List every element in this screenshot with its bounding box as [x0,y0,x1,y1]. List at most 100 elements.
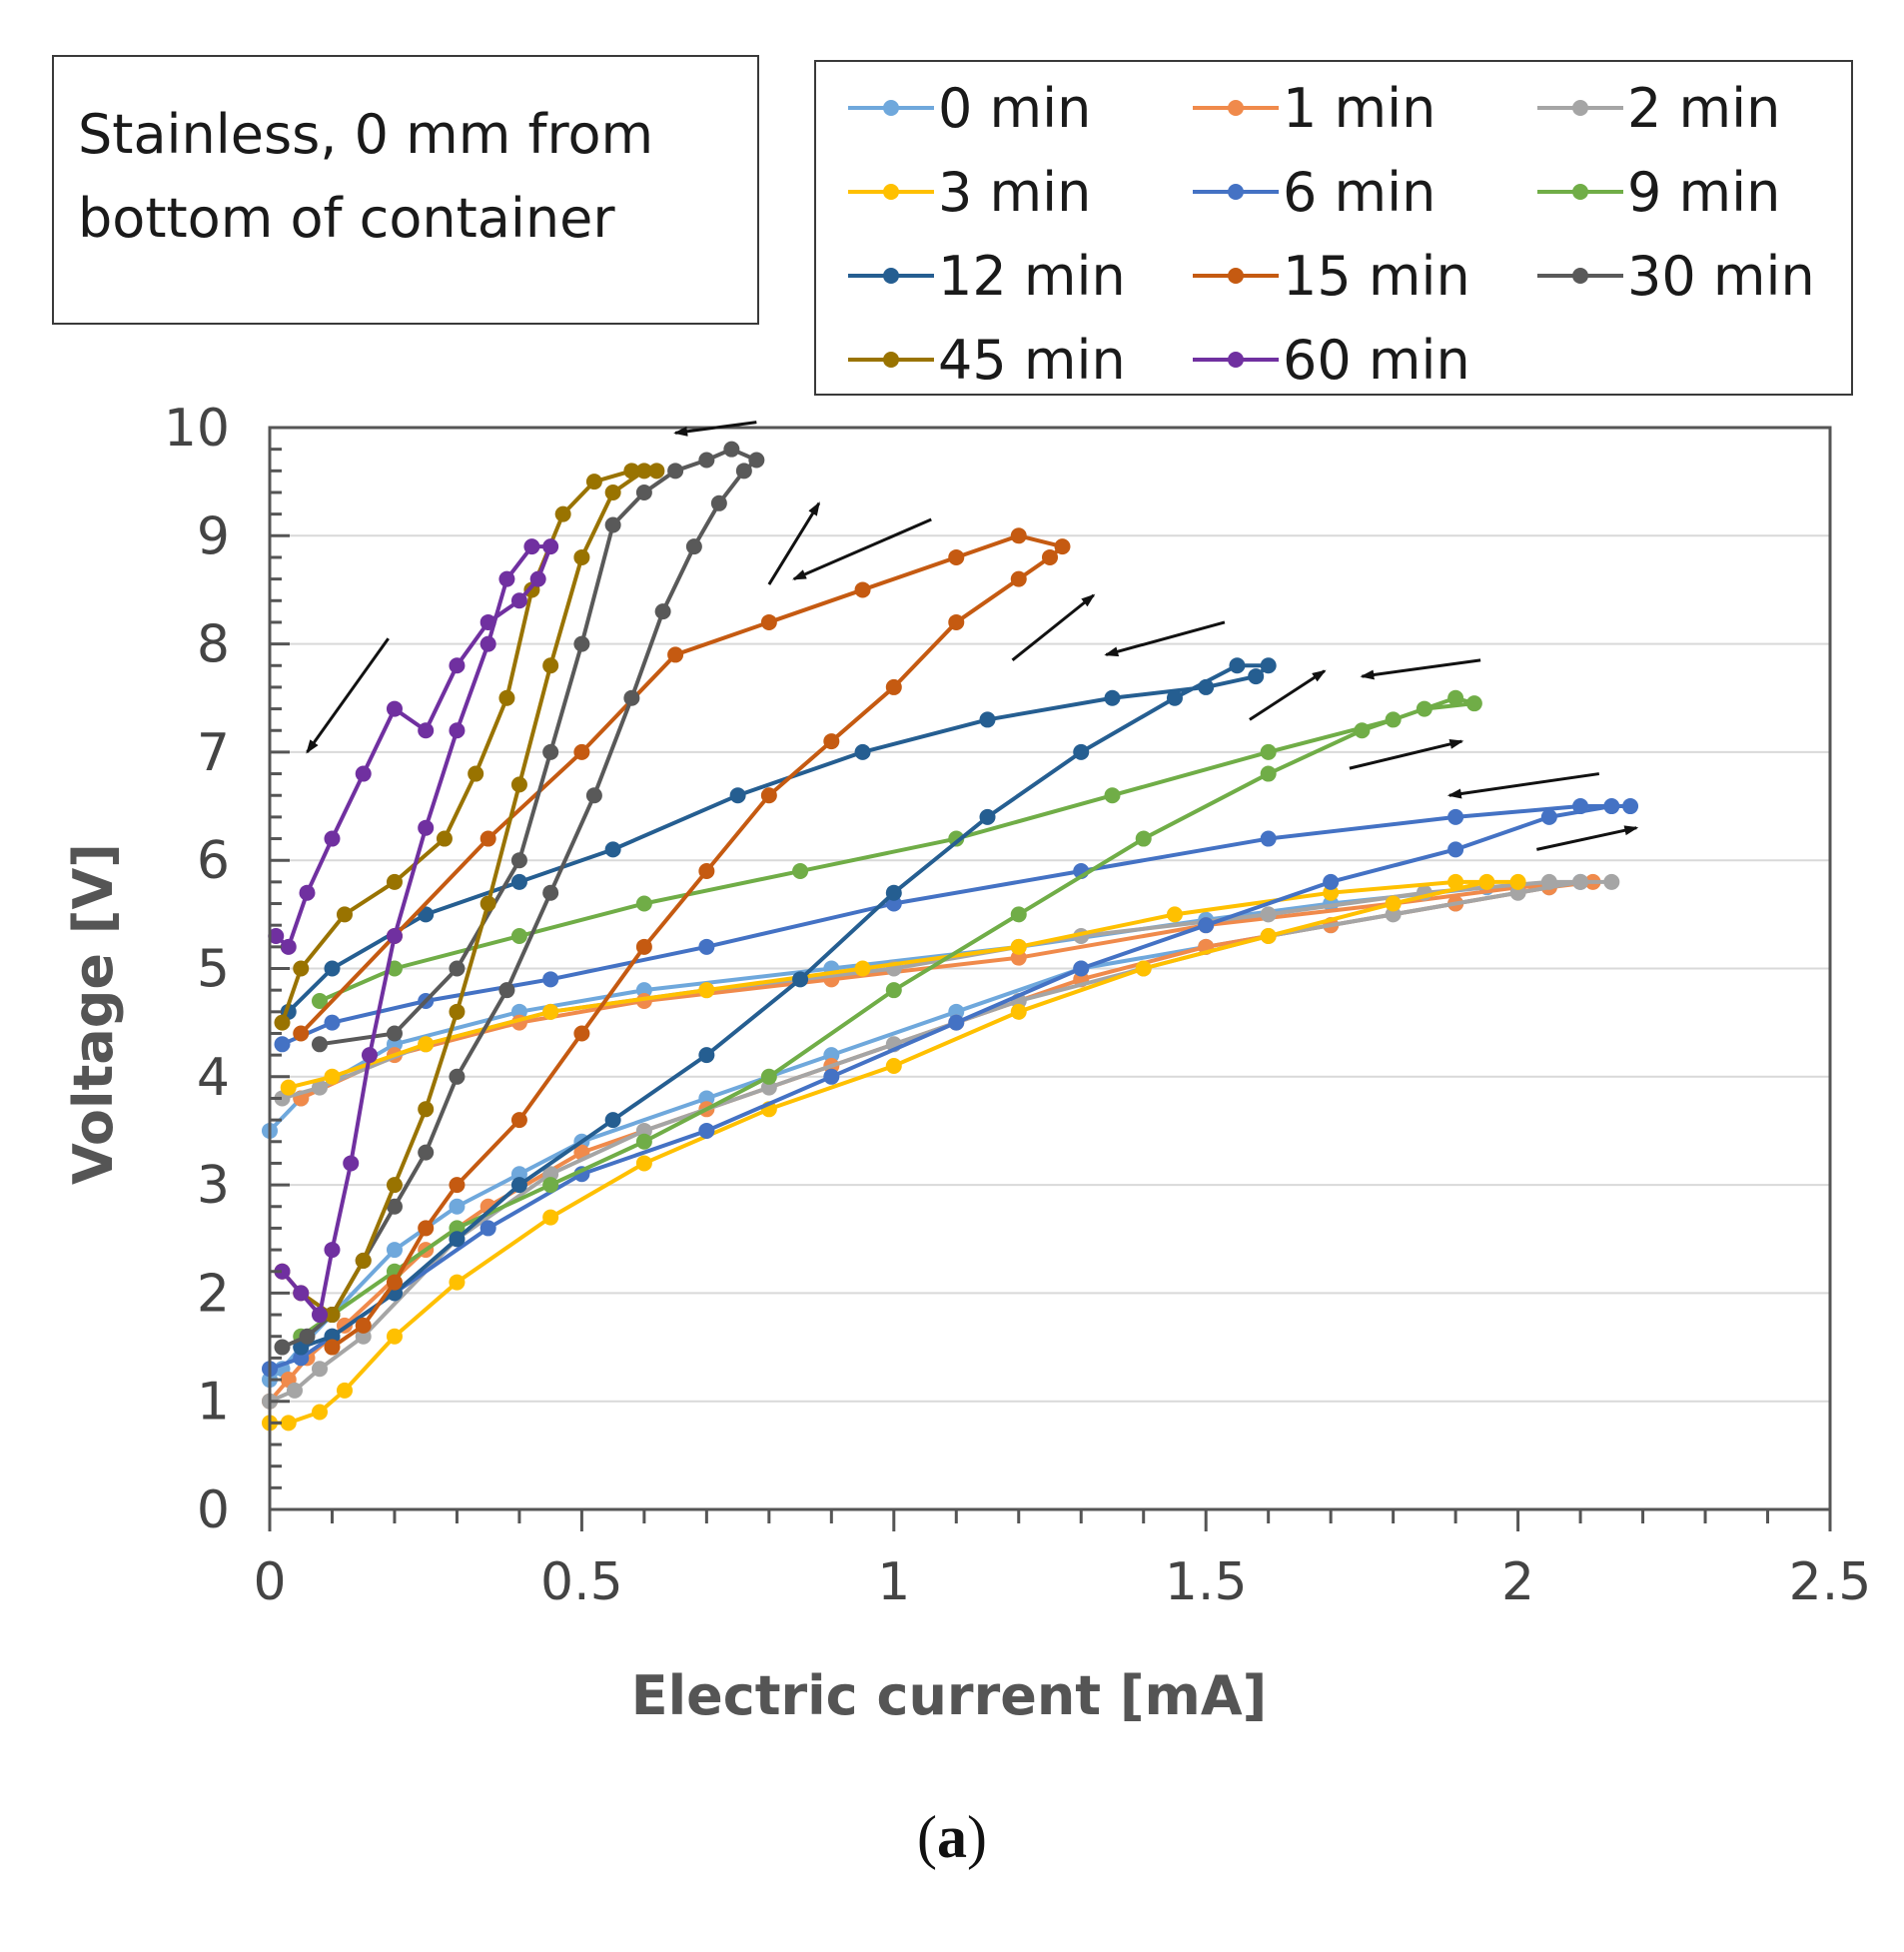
y-tick-labels: 0 1 2 3 4 5 6 7 8 9 10 [164,399,230,1540]
data-point-60-min [523,538,540,555]
data-point-6-min [823,1068,840,1085]
figure-caption: (a) [0,1803,1904,1872]
data-point-30-min [449,1068,466,1085]
data-point-60-min [299,884,316,901]
data-point-12-min [698,1047,715,1064]
y-tick-label: 6 [197,831,230,891]
legend-swatch [1537,268,1623,284]
data-point-6-min [1603,798,1620,815]
data-point-12-min [854,743,871,760]
data-point-45-min [573,548,590,565]
data-point-60-min [418,722,435,739]
data-point-9-min [1385,711,1402,728]
legend-label: 3 min [938,160,1092,224]
legend-item-60-min: 60 min [1191,318,1470,402]
data-point-9-min [1416,700,1432,717]
data-point-45-min [386,873,403,890]
y-tick-label: 8 [197,615,230,675]
direction-arrow-3 [1011,593,1096,662]
data-point-3-min [280,1415,297,1432]
data-point-60-min [293,1285,310,1302]
data-point-9-min [1135,830,1152,847]
data-point-15-min [573,743,590,760]
caption-close-paren: ) [967,1804,987,1870]
direction-arrow-9 [1536,825,1639,851]
data-point-12-min [1248,668,1265,685]
data-point-15-min [1042,548,1058,565]
data-point-12-min [792,971,809,988]
data-point-12-min [979,711,996,728]
data-point-3-min [1135,960,1152,977]
data-point-2-min [311,1079,328,1096]
data-point-30-min [311,1036,328,1053]
legend-item-0-min: 0 min [846,66,1091,150]
data-point-6-min [1073,960,1090,977]
data-point-15-min [449,1177,466,1194]
legend-item-3-min: 3 min [846,150,1091,234]
data-point-9-min [1447,689,1464,706]
y-tick-label: 5 [197,940,230,1000]
data-point-3-min [885,1057,902,1074]
series-9-min [293,689,1482,1345]
data-point-45-min [468,765,484,782]
data-point-30-min [386,1198,403,1215]
y-tick-label: 3 [197,1156,230,1216]
data-point-45-min [648,463,665,480]
y-tick-label: 4 [197,1048,230,1108]
data-point-9-min [948,830,965,847]
data-point-60-min [324,830,341,847]
data-point-30-min [685,538,702,555]
data-point-45-min [623,463,640,480]
data-point-12-min [979,808,996,825]
data-point-9-min [1104,787,1121,804]
data-point-0-min [386,1242,403,1259]
annotation-line-2: bottom of container [78,187,615,250]
data-point-15-min [948,613,965,630]
series-layer [262,441,1639,1432]
data-point-12-min [1073,743,1090,760]
data-point-3-min [1010,1003,1027,1020]
arrow-layer [306,421,1639,851]
data-point-15-min [760,613,777,630]
data-point-3-min [280,1079,297,1096]
y-tick-label: 1 [197,1373,230,1433]
data-point-45-min [498,689,515,706]
data-point-60-min [529,570,546,587]
direction-arrow-7 [1349,739,1464,770]
legend-swatch [1193,268,1279,284]
data-point-30-min [748,452,765,469]
data-point-12-min [1104,689,1121,706]
data-point-30-min [623,689,640,706]
caption-open-paren: ( [917,1804,937,1870]
data-point-30-min [585,787,602,804]
legend-label: 15 min [1283,244,1470,308]
data-point-6-min [1540,808,1557,825]
data-point-45-min [274,1014,291,1031]
data-point-6-min [698,1122,715,1139]
data-point-6-min [1447,808,1464,825]
data-point-3-min [1447,873,1464,890]
annotation-box: Stainless, 0 mm from bottom of container [52,55,759,325]
data-point-6-min [1260,830,1277,847]
data-point-30-min [654,603,671,620]
data-point-15-min [293,1025,310,1042]
direction-arrow-10 [306,637,390,754]
data-point-30-min [449,960,466,977]
legend-label: 2 min [1627,76,1781,140]
data-point-45-min [554,505,571,522]
data-point-30-min [710,494,727,511]
data-point-30-min [498,982,515,999]
data-point-9-min [635,1133,652,1150]
data-point-45-min [585,474,602,490]
data-point-3-min [449,1274,466,1291]
data-point-12-min [510,873,527,890]
data-point-15-min [510,1112,527,1129]
data-point-6-min [479,1220,496,1237]
data-point-15-min [479,830,496,847]
data-point-12-min [1229,657,1246,674]
data-point-15-min [1054,538,1071,555]
legend-item-45-min: 45 min [846,318,1126,402]
data-point-9-min [885,982,902,999]
data-point-30-min [510,852,527,869]
data-point-9-min [1260,765,1277,782]
